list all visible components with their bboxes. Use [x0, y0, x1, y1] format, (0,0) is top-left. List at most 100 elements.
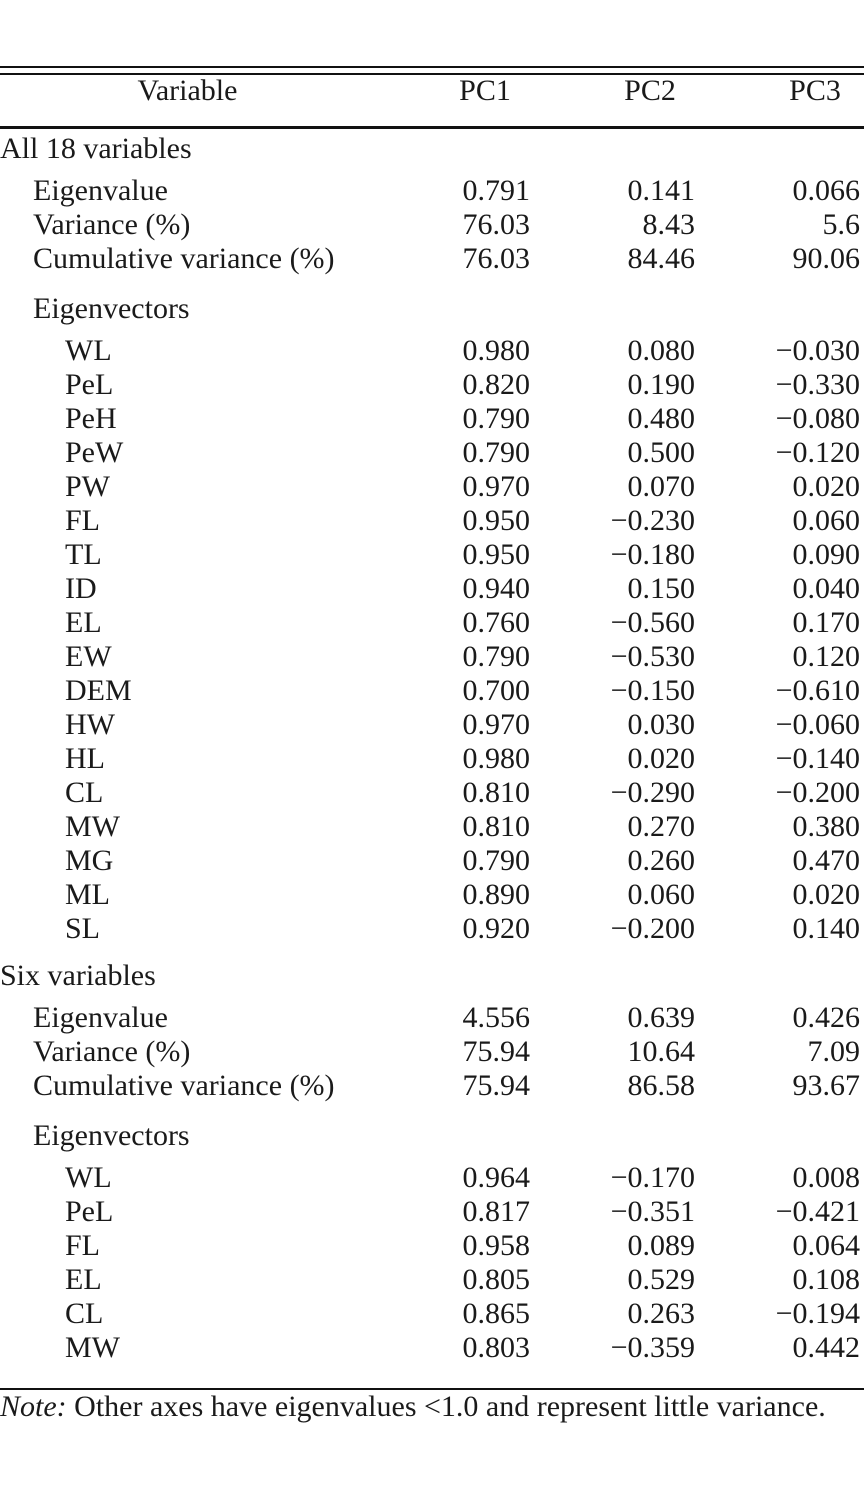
cell-pc2: 0.500: [627, 436, 696, 469]
cell-pc1: 0.980: [462, 334, 531, 367]
eigenvector-row: FL 0.950 −0.230 0.060: [0, 504, 864, 538]
row-label: Eigenvectors: [33, 1119, 190, 1152]
cell-pc2: 0.030: [627, 708, 696, 741]
eigenvectors-heading: Eigenvectors: [0, 1119, 864, 1153]
cell-pc1: 76.03: [462, 208, 531, 241]
cell-pc1: 0.700: [462, 674, 531, 707]
cell-pc3: 5.6: [822, 208, 861, 241]
header-rule: [0, 126, 864, 129]
table-top-rule: [0, 66, 864, 68]
stat-row: Eigenvalue 4.556 0.639 0.426: [0, 1001, 864, 1035]
cell-pc2: −0.180: [610, 538, 695, 571]
cell-pc2: 0.639: [627, 1001, 696, 1034]
cell-pc3: −0.194: [775, 1297, 860, 1330]
eigenvector-row: PeH 0.790 0.480 −0.080: [0, 402, 864, 436]
table-header: Variable PC1 PC2 PC3: [0, 74, 864, 108]
cell-pc1: 75.94: [462, 1035, 531, 1068]
cell-pc3: 7.09: [807, 1035, 861, 1068]
eigenvector-row: HW 0.970 0.030 −0.060: [0, 708, 864, 742]
stat-row: Cumulative variance (%) 76.03 84.46 90.06: [0, 242, 864, 276]
row-label: CL: [65, 1297, 104, 1330]
table-note: Note: Other axes have eigenvalues <1.0 a…: [0, 1390, 864, 1424]
cell-pc2: 0.141: [627, 174, 696, 207]
cell-pc3: −0.330: [775, 368, 860, 401]
eigenvector-row: ML 0.890 0.060 0.020: [0, 878, 864, 912]
cell-pc1: 0.790: [462, 640, 531, 673]
cell-pc3: −0.200: [775, 776, 860, 809]
cell-pc1: 0.950: [462, 538, 531, 571]
row-label: PeH: [65, 402, 117, 435]
section-title: Six variables: [0, 959, 864, 993]
cell-pc1: 0.958: [462, 1229, 531, 1262]
cell-pc3: −0.610: [775, 674, 860, 707]
cell-pc2: −0.530: [610, 640, 695, 673]
row-label: Six variables: [0, 959, 156, 992]
stat-row: Eigenvalue 0.791 0.141 0.066: [0, 174, 864, 208]
cell-pc3: −0.030: [775, 334, 860, 367]
cell-pc2: −0.200: [610, 912, 695, 945]
row-label: PeW: [65, 436, 124, 469]
row-label: MW: [65, 810, 120, 843]
cell-pc3: −0.060: [775, 708, 860, 741]
cell-pc1: 76.03: [462, 242, 531, 275]
cell-pc2: 0.070: [627, 470, 696, 503]
cell-pc2: 0.080: [627, 334, 696, 367]
row-label: Cumulative variance (%): [33, 1069, 335, 1102]
eigenvector-row: EW 0.790 −0.530 0.120: [0, 640, 864, 674]
cell-pc1: 0.940: [462, 572, 531, 605]
cell-pc3: 0.120: [792, 640, 861, 673]
cell-pc3: 0.064: [792, 1229, 861, 1262]
cell-pc1: 0.817: [462, 1195, 531, 1228]
header-pc2: PC2: [624, 74, 676, 107]
cell-pc1: 0.950: [462, 504, 531, 537]
cell-pc2: 0.150: [627, 572, 696, 605]
cell-pc3: 0.008: [792, 1161, 861, 1194]
row-label: HW: [65, 708, 115, 741]
cell-pc3: 0.380: [792, 810, 861, 843]
cell-pc3: 0.066: [792, 174, 861, 207]
cell-pc1: 0.970: [462, 470, 531, 503]
row-label: PW: [65, 470, 110, 503]
table-top-rule-double: [0, 73, 864, 75]
cell-pc2: 0.190: [627, 368, 696, 401]
cell-pc1: 0.890: [462, 878, 531, 911]
eigenvector-row: PeW 0.790 0.500 −0.120: [0, 436, 864, 470]
eigenvector-row: CL 0.865 0.263 −0.194: [0, 1297, 864, 1331]
row-label: CL: [65, 776, 104, 809]
cell-pc2: −0.150: [610, 674, 695, 707]
cell-pc3: −0.421: [775, 1195, 860, 1228]
cell-pc2: −0.230: [610, 504, 695, 537]
cell-pc1: 0.920: [462, 912, 531, 945]
header-pc3: PC3: [789, 74, 841, 107]
cell-pc2: −0.290: [610, 776, 695, 809]
note-label: Note:: [0, 1390, 67, 1423]
stat-row: Variance (%) 75.94 10.64 7.09: [0, 1035, 864, 1069]
cell-pc3: 0.108: [792, 1263, 861, 1296]
table-bottom-rule: [0, 1388, 864, 1390]
cell-pc2: 0.020: [627, 742, 696, 775]
eigenvector-row: TL 0.950 −0.180 0.090: [0, 538, 864, 572]
row-label: Cumulative variance (%): [33, 242, 335, 275]
cell-pc2: 0.263: [627, 1297, 696, 1330]
row-label: MW: [65, 1331, 120, 1364]
row-label: All 18 variables: [0, 132, 192, 165]
cell-pc2: 0.060: [627, 878, 696, 911]
cell-pc3: 0.020: [792, 878, 861, 911]
row-label: EL: [65, 606, 102, 639]
eigenvector-row: PeL 0.817 −0.351 −0.421: [0, 1195, 864, 1229]
cell-pc3: 0.090: [792, 538, 861, 571]
row-label: FL: [65, 504, 101, 537]
header-pc1: PC1: [459, 74, 511, 107]
row-label: SL: [65, 912, 101, 945]
cell-pc1: 0.810: [462, 776, 531, 809]
cell-pc1: 75.94: [462, 1069, 531, 1102]
row-label: Variance (%): [33, 1035, 191, 1068]
cell-pc2: 0.529: [627, 1263, 696, 1296]
stat-row: Cumulative variance (%) 75.94 86.58 93.67: [0, 1069, 864, 1103]
row-label: PeL: [65, 1195, 114, 1228]
row-label: WL: [65, 1161, 112, 1194]
eigenvectors-heading: Eigenvectors: [0, 292, 864, 326]
cell-pc2: 8.43: [642, 208, 696, 241]
cell-pc3: 0.020: [792, 470, 861, 503]
cell-pc3: 0.040: [792, 572, 861, 605]
